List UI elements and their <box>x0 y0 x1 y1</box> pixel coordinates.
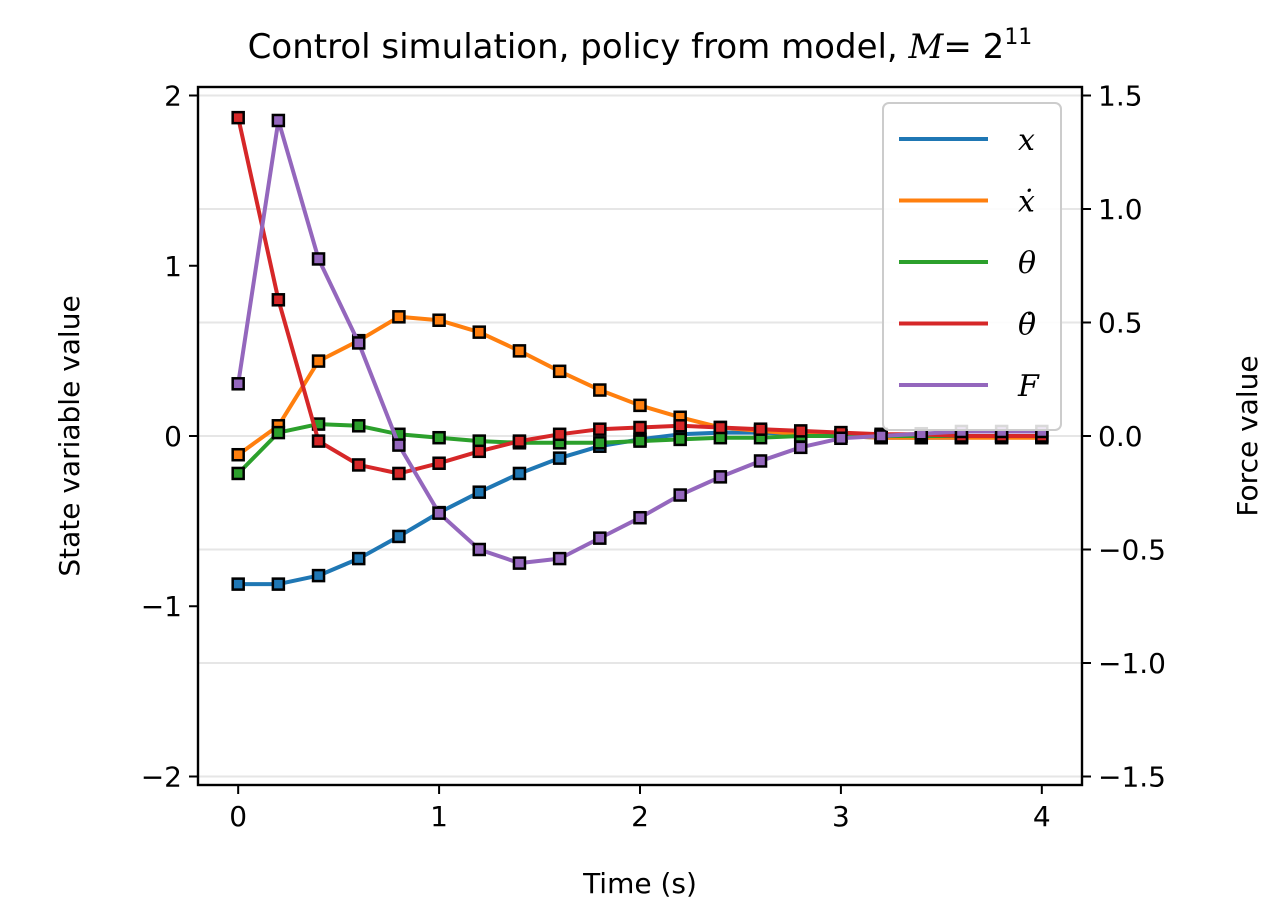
y-axis-right-label: Force value <box>1231 355 1264 516</box>
data-point <box>633 510 647 525</box>
data-point <box>593 531 607 545</box>
y-left-tick-label: −1 <box>141 590 182 623</box>
y-right-tick-label: 1.5 <box>1098 80 1143 113</box>
data-point <box>834 431 848 446</box>
y-axis-left-label: State variable value <box>53 295 86 576</box>
legend-label-x: x <box>1018 123 1035 158</box>
data-point <box>552 364 567 379</box>
y-left-tick-label: 2 <box>164 80 182 113</box>
data-point <box>673 419 687 433</box>
legend: xẋθ θ̇ F <box>882 102 1062 431</box>
y-right-tick-label: −0.5 <box>1098 533 1166 566</box>
legend-label-theta-dot: θ̇ <box>1018 308 1036 343</box>
series-F <box>231 113 1049 570</box>
data-point <box>633 434 647 448</box>
data-point <box>392 466 406 481</box>
data-point <box>392 438 406 452</box>
data-point <box>673 488 687 502</box>
data-point <box>512 556 527 570</box>
data-point <box>874 429 888 443</box>
x-tick-label: 1 <box>430 800 448 833</box>
y-right-tick-label: −1.5 <box>1098 760 1166 793</box>
data-point <box>432 506 446 520</box>
data-point <box>472 325 487 339</box>
data-point <box>472 485 487 499</box>
data-point <box>753 454 768 468</box>
data-point <box>432 313 446 327</box>
data-point <box>593 422 607 436</box>
data-point <box>633 398 647 413</box>
data-point <box>231 577 245 591</box>
data-point <box>271 113 286 128</box>
x-axis-label: Time (s) <box>582 867 697 900</box>
data-point <box>311 252 326 266</box>
data-point <box>271 425 286 440</box>
legend-box <box>882 102 1062 431</box>
x-tick-label: 4 <box>1033 800 1051 833</box>
data-point <box>472 444 487 459</box>
data-point <box>432 456 446 470</box>
data-point <box>231 447 245 462</box>
data-point <box>552 451 567 465</box>
data-point <box>512 466 527 481</box>
data-point <box>593 383 607 397</box>
x-tick-label: 2 <box>631 800 649 833</box>
data-point <box>633 420 647 435</box>
data-point <box>793 440 808 455</box>
data-point <box>311 354 326 368</box>
data-point <box>512 344 527 358</box>
legend-label-F: F <box>1017 369 1040 404</box>
data-point <box>713 470 728 484</box>
data-point <box>432 430 446 445</box>
plot-series <box>231 110 1049 591</box>
legend-label-x-dot: ẋ <box>1018 185 1035 220</box>
data-point <box>713 420 728 435</box>
data-point <box>753 422 768 436</box>
data-point <box>351 336 366 350</box>
data-point <box>392 310 406 324</box>
data-point <box>311 568 326 583</box>
data-point <box>472 542 487 557</box>
y-right-tick-label: 1.0 <box>1098 193 1143 226</box>
data-point <box>311 434 326 448</box>
data-point <box>231 377 245 391</box>
x-tick-label: 0 <box>229 800 247 833</box>
data-point <box>552 427 567 442</box>
legend-label-theta: θ <box>1018 246 1036 281</box>
x-tick-label: 3 <box>832 800 850 833</box>
data-point <box>351 458 366 472</box>
x-axis: 0 1 2 3 4 <box>229 785 1051 833</box>
y-left-tick-label: 0 <box>164 420 182 453</box>
chart-title: Control simulation, policy from model, M… <box>248 25 1033 67</box>
data-point <box>231 466 245 481</box>
y-axis-left: −2 −1 0 1 2 <box>141 80 198 793</box>
y-right-tick-label: −1.0 <box>1098 647 1166 680</box>
data-point <box>392 529 406 544</box>
data-point <box>512 434 527 448</box>
data-point <box>271 293 286 307</box>
y-right-tick-label: 0.5 <box>1098 307 1143 340</box>
data-point <box>793 424 808 438</box>
data-point <box>271 577 286 591</box>
grid-lines <box>198 94 1082 778</box>
y-axis-right: −1.5 −1.0 −0.5 0.0 0.5 1.0 1.5 <box>1082 80 1166 793</box>
y-left-tick-label: −2 <box>141 760 182 793</box>
data-point <box>351 551 366 566</box>
data-point <box>673 432 687 447</box>
data-point <box>552 551 567 566</box>
y-left-tick-label: 1 <box>164 250 182 283</box>
data-point <box>351 419 366 433</box>
data-point <box>231 110 245 125</box>
data-point <box>593 436 607 450</box>
y-right-tick-label: 0.0 <box>1098 420 1143 453</box>
